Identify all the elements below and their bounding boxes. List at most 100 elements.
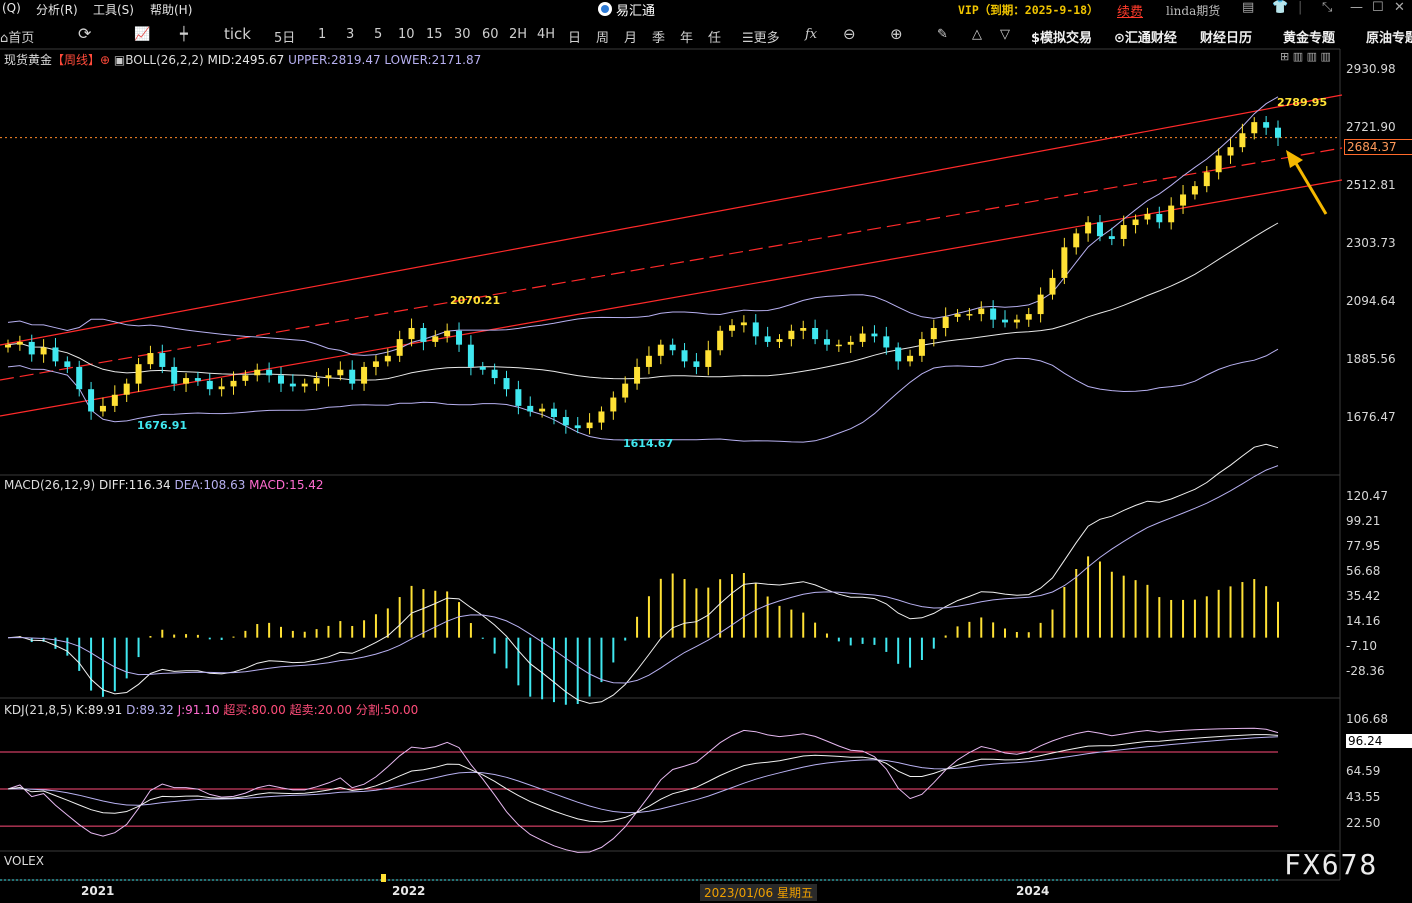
period-week[interactable]: 周 xyxy=(596,31,610,46)
macd-axis-label: 77.95 xyxy=(1346,539,1381,553)
boll-mid-line xyxy=(7,222,1279,381)
period-4h[interactable]: 4H xyxy=(537,27,556,42)
zoom-out-icon[interactable]: ⊖ xyxy=(843,25,856,43)
menu-item-help[interactable]: 帮助(H) xyxy=(150,3,193,17)
volex-legend: VOLEX xyxy=(4,854,44,868)
volex-bar xyxy=(381,874,386,882)
candle-body xyxy=(1180,194,1187,206)
renew-link[interactable]: 续费 xyxy=(1117,5,1144,20)
candle-body xyxy=(859,333,866,342)
kdj-overbought: 超买:80.00 xyxy=(223,703,286,717)
notes-icon[interactable]: ▤ xyxy=(1242,0,1255,15)
panel-layout-icons[interactable]: ⊞ ▥ ▥ ▥ xyxy=(1280,50,1331,63)
candle-body xyxy=(883,336,890,348)
candle-body xyxy=(645,355,652,367)
draw-down-icon[interactable]: ▽ xyxy=(1000,27,1010,42)
tick-button[interactable]: tick xyxy=(224,25,251,43)
separator-icon: | xyxy=(1298,0,1303,15)
home-button[interactable]: ⌂首页 xyxy=(0,27,34,46)
macd-axis-label: -28.36 xyxy=(1346,664,1385,678)
period-month[interactable]: 月 xyxy=(624,31,638,46)
kdj-k: K:89.91 xyxy=(76,703,123,717)
boll-upper: UPPER:2819.47 xyxy=(288,53,381,67)
candle-body xyxy=(990,308,997,320)
candle-body xyxy=(693,361,700,367)
user-name[interactable]: linda期货 xyxy=(1166,4,1221,18)
channel-upper-line xyxy=(0,94,1343,346)
period-label: 【周线】 xyxy=(52,53,101,67)
menu-item-analysis[interactable]: 分析(R) xyxy=(36,3,78,17)
kdj-axis-label: 106.68 xyxy=(1346,712,1388,726)
candle-body xyxy=(277,375,284,384)
x-label-2024: 2024 xyxy=(1016,884,1050,898)
oil-topic-button[interactable]: 原油专题 xyxy=(1366,31,1412,46)
boll-legend: 现货黄金【周线】⊕ ▣BOLL(26,2,2) MID:2495.67 UPPE… xyxy=(4,51,481,68)
candle-icon[interactable]: ┿ xyxy=(180,27,188,42)
period-5m[interactable]: 5 xyxy=(374,27,383,42)
period-5d[interactable]: 5日 xyxy=(274,31,296,46)
sim-trade-button[interactable]: $模拟交易 xyxy=(1031,27,1092,46)
candle-body xyxy=(420,327,427,342)
sim-trade-label: 模拟交易 xyxy=(1040,31,1093,46)
candle-body xyxy=(206,380,213,390)
candle-body xyxy=(16,341,23,345)
boll-lower-line xyxy=(7,348,1279,443)
candle-body xyxy=(254,369,261,376)
draw-pen-icon[interactable]: ✎ xyxy=(937,27,948,42)
candle-body xyxy=(337,369,344,376)
boll-lower: LOWER:2171.87 xyxy=(384,53,482,67)
candle-body xyxy=(681,350,688,362)
gold-topic-button[interactable]: 黄金专题 xyxy=(1283,31,1336,46)
fin-news-button[interactable]: ⊙汇通财经 xyxy=(1114,27,1177,46)
candle-body xyxy=(408,327,415,340)
kdj-axis-label: 22.50 xyxy=(1346,816,1381,830)
candle-body xyxy=(313,378,320,384)
close-icon[interactable]: ✕ xyxy=(1394,0,1405,15)
candle-body xyxy=(1061,247,1068,278)
candle-body xyxy=(740,322,747,326)
boll-icon[interactable]: ▣ xyxy=(113,53,126,67)
candle-body xyxy=(1096,222,1103,237)
macd-axis-label: 35.42 xyxy=(1346,589,1381,603)
candle-body xyxy=(361,366,368,384)
calendar-button[interactable]: 财经日历 xyxy=(1200,31,1253,46)
period-1m[interactable]: 1 xyxy=(318,27,327,42)
candle-body xyxy=(1263,122,1270,128)
x-label-2022: 2022 xyxy=(392,884,426,898)
refresh-icon[interactable]: ⟳ xyxy=(78,24,92,43)
indicator-settings-icon[interactable]: ⊕ xyxy=(100,53,111,67)
period-10m[interactable]: 10 xyxy=(398,27,415,42)
period-15m[interactable]: 15 xyxy=(426,27,443,42)
chart-type-icon[interactable]: 📈 xyxy=(134,27,151,42)
candle-body xyxy=(1108,236,1115,239)
period-60m[interactable]: 60 xyxy=(482,27,499,42)
maximize-icon[interactable]: ☐ xyxy=(1372,0,1384,15)
menu-item-tools[interactable]: 工具(S) xyxy=(93,3,134,17)
candle-body xyxy=(835,344,842,347)
shrink-icon[interactable]: ⤡ xyxy=(1322,0,1333,15)
period-custom[interactable]: 任 xyxy=(708,31,722,46)
peak-annotation: 2070.21 xyxy=(450,294,501,307)
period-year[interactable]: 年 xyxy=(680,31,694,46)
current-price-tag: 2684.37 xyxy=(1344,139,1412,155)
period-day[interactable]: 日 xyxy=(568,31,582,46)
period-2h[interactable]: 2H xyxy=(509,27,528,42)
candle-body xyxy=(242,375,249,381)
menu-item-q[interactable]: (Q) xyxy=(2,1,21,15)
zoom-in-icon[interactable]: ⊕ xyxy=(890,25,903,43)
menu-icon: ☰ xyxy=(742,31,754,46)
minimize-icon[interactable]: — xyxy=(1350,0,1363,15)
candle-body xyxy=(289,383,296,387)
period-30m[interactable]: 30 xyxy=(454,27,471,42)
period-3m[interactable]: 3 xyxy=(346,27,355,42)
candle-body xyxy=(550,408,557,418)
period-quarter[interactable]: 季 xyxy=(652,31,666,46)
candle-body xyxy=(194,378,201,381)
candle-body xyxy=(491,369,498,379)
skin-icon[interactable]: 👕 xyxy=(1272,0,1289,15)
more-button[interactable]: ☰更多 xyxy=(742,27,780,46)
boll-mid: MID:2495.67 xyxy=(207,53,285,67)
formula-button[interactable]: fx xyxy=(805,27,818,42)
draw-up-icon[interactable]: △ xyxy=(972,27,982,42)
